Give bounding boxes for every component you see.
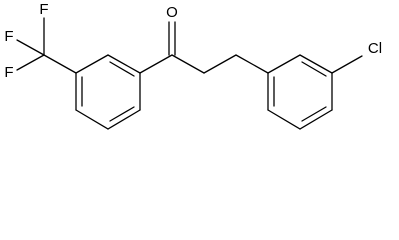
- bond: [16, 54, 45, 71]
- bond: [107, 54, 141, 74]
- bond: [267, 54, 301, 74]
- bond: [139, 54, 173, 74]
- bond-inner: [301, 61, 327, 77]
- structure-diagram: F F F O Cl: [4, 1, 382, 130]
- bond: [75, 54, 109, 74]
- bond: [203, 54, 237, 74]
- bond: [43, 54, 77, 74]
- bond: [267, 109, 301, 130]
- atom-label: F: [4, 28, 13, 45]
- atom-label: Cl: [368, 40, 382, 57]
- atom-label: F: [4, 64, 13, 81]
- bond: [299, 109, 333, 130]
- bond: [235, 54, 269, 74]
- bond: [299, 54, 333, 74]
- atom-label: F: [39, 1, 48, 18]
- bond: [107, 109, 141, 130]
- atom-label: O: [166, 4, 178, 21]
- bond-inner: [109, 106, 135, 122]
- bond-inner: [301, 106, 327, 122]
- bond: [16, 39, 45, 56]
- bonds: [16, 17, 363, 130]
- bond: [331, 55, 363, 74]
- bond: [171, 54, 205, 74]
- bond-inner: [109, 61, 135, 77]
- bond: [75, 109, 109, 130]
